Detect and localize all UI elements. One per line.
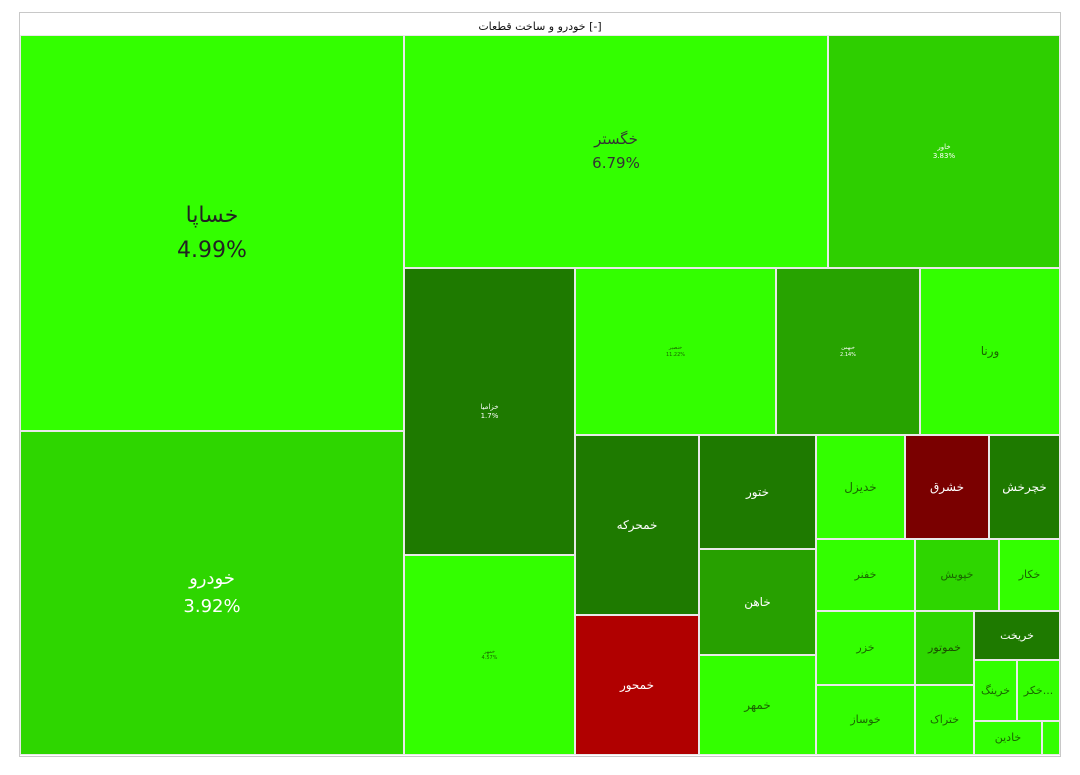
tile-label: خودرو bbox=[189, 567, 235, 589]
tile-label: ختور bbox=[745, 484, 770, 499]
treemap-tile[interactable]: خمهر bbox=[699, 655, 816, 755]
treemap-tile[interactable]: خاور 3.83% bbox=[828, 35, 1060, 268]
treemap-tile[interactable] bbox=[1042, 721, 1060, 755]
tile-change: 11.22% bbox=[665, 351, 686, 358]
tile-change: 3.83% bbox=[932, 151, 956, 160]
tile-label: خکر... bbox=[1023, 683, 1054, 697]
treemap-tile[interactable]: خمحور bbox=[575, 615, 699, 755]
treemap-tile[interactable]: خمحرکه bbox=[575, 435, 699, 615]
tile-label: خفنر bbox=[854, 568, 877, 582]
chart-title: خودرو و ساخت قطعات [-] bbox=[478, 20, 602, 33]
treemap-tile[interactable]: خشرق bbox=[905, 435, 989, 539]
tile-label: خچرخش bbox=[1002, 479, 1047, 494]
treemap-tile[interactable]: خریخت bbox=[974, 611, 1060, 660]
treemap-tile[interactable]: خوساز bbox=[816, 685, 915, 755]
treemap-tile[interactable]: ختراک bbox=[915, 685, 974, 755]
treemap-tile[interactable]: خادین bbox=[974, 721, 1042, 755]
tile-change: 6.79% bbox=[592, 154, 640, 172]
treemap-tile[interactable]: خگستر 6.79% bbox=[404, 35, 828, 268]
treemap-tile[interactable]: خزر bbox=[816, 611, 915, 685]
treemap-tile[interactable]: ورنا bbox=[920, 268, 1060, 435]
treemap-tile[interactable]: خموتور bbox=[915, 611, 974, 685]
tile-change: 2.14% bbox=[840, 351, 856, 358]
treemap-tile[interactable]: خنصیر 11.22% bbox=[575, 268, 776, 435]
tile-label: خوساز bbox=[850, 713, 881, 727]
tile-label: خریخت bbox=[1000, 628, 1034, 642]
treemap-tile[interactable]: خدیزل bbox=[816, 435, 905, 539]
tile-label: خنصیر bbox=[668, 345, 683, 352]
tile-label: خاهن bbox=[744, 594, 771, 609]
tile-label: خرینگ bbox=[980, 683, 1011, 697]
tile-change: 4.99% bbox=[177, 238, 247, 263]
tile-label: خساپا bbox=[185, 202, 239, 228]
tile-change: 4.57% bbox=[481, 655, 498, 661]
tile-change: 3.92% bbox=[183, 596, 241, 617]
tile-label: خمحرکه bbox=[616, 517, 658, 532]
treemap-tile[interactable]: خمهر 4.57% bbox=[404, 555, 575, 755]
tile-label: خمهر bbox=[483, 648, 496, 655]
tile-label: خزامیا bbox=[480, 402, 499, 411]
treemap-tile[interactable]: خرینگ bbox=[974, 660, 1017, 721]
tile-label: خزر bbox=[856, 641, 875, 655]
treemap-tile[interactable]: خچرخش bbox=[989, 435, 1060, 539]
treemap-tile[interactable]: خکر... bbox=[1017, 660, 1060, 721]
tile-label: خموتور bbox=[928, 641, 961, 655]
treemap-tile[interactable]: خزامیا 1.7% bbox=[404, 268, 575, 555]
tile-label: خکار bbox=[1018, 568, 1041, 582]
tile-label: خمهر bbox=[744, 697, 771, 712]
tile-label: خاور bbox=[937, 142, 951, 151]
treemap-tile[interactable]: خاهن bbox=[699, 549, 816, 655]
tile-label: ختراک bbox=[929, 713, 960, 727]
tile-label: ورنا bbox=[980, 344, 1000, 358]
tile-label: خدیزل bbox=[844, 479, 877, 494]
tile-change: 1.7% bbox=[480, 411, 499, 420]
tile-label: خمحور bbox=[619, 677, 655, 692]
tile-label: خگستر bbox=[594, 130, 638, 149]
treemap-tile[interactable]: خفنر bbox=[816, 539, 915, 611]
treemap-tile[interactable]: خکار bbox=[999, 539, 1060, 611]
tile-label: خبهمن bbox=[841, 345, 855, 352]
tile-label: خشرق bbox=[929, 479, 965, 494]
treemap-tile[interactable]: ختور bbox=[699, 435, 816, 549]
tile-label: خادین bbox=[994, 731, 1022, 745]
treemap-tile[interactable]: خودرو 3.92% bbox=[20, 431, 404, 755]
treemap-tile[interactable]: خبهمن 2.14% bbox=[776, 268, 920, 435]
tile-label: خپویش bbox=[940, 568, 974, 582]
treemap-tile[interactable]: خساپا 4.99% bbox=[20, 35, 404, 431]
treemap-tile[interactable]: خپویش bbox=[915, 539, 999, 611]
